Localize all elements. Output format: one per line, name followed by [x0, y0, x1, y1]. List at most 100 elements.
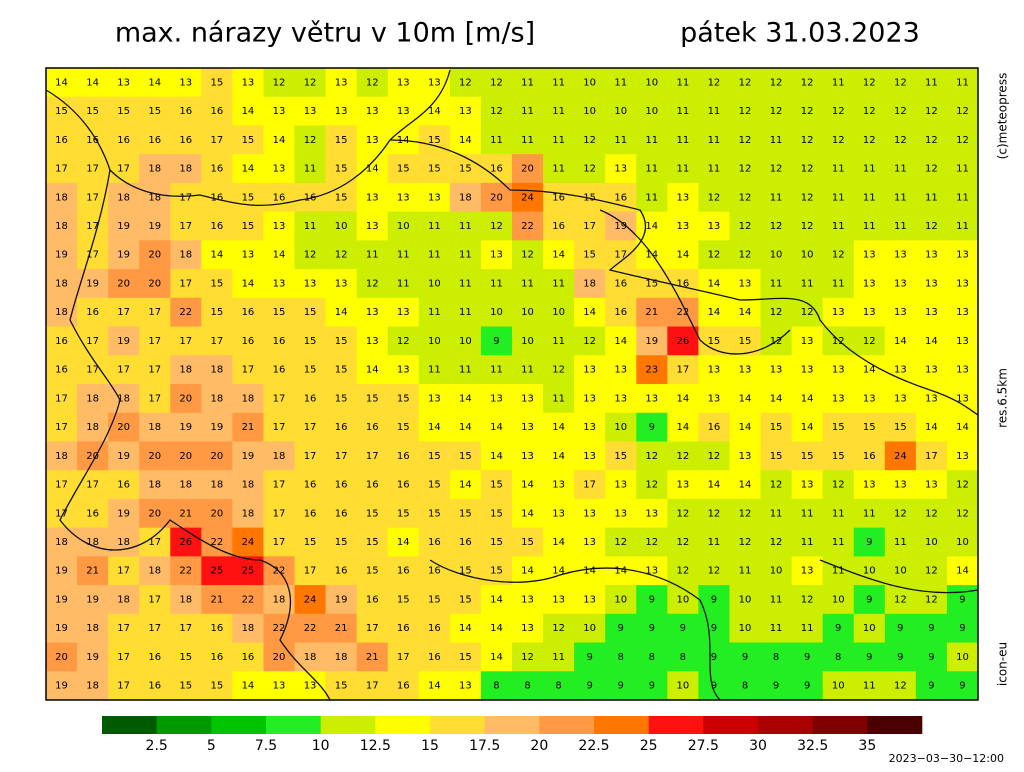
colorbar-swatch [648, 716, 704, 734]
cell [46, 68, 78, 98]
cell [636, 642, 668, 672]
cell-value: 14 [552, 566, 565, 577]
cell [884, 642, 917, 672]
cell [325, 182, 358, 213]
cell-value: 12 [925, 135, 938, 146]
cell [170, 412, 202, 442]
cell-value: 12 [832, 106, 845, 117]
cell-value: 15 [428, 451, 441, 462]
cell [77, 470, 109, 500]
cell [294, 68, 327, 98]
cell-value: 14 [552, 537, 565, 548]
cell-value: 11 [676, 164, 689, 175]
cell [201, 441, 233, 471]
cell [667, 585, 699, 615]
cell [387, 240, 420, 270]
cell-value: 14 [925, 336, 938, 347]
cell [698, 240, 730, 270]
cell [822, 355, 855, 385]
cell-value: 11 [490, 135, 503, 146]
cell [108, 125, 140, 155]
cell [605, 642, 637, 672]
cell-value: 13 [708, 365, 721, 376]
cell-value: 18 [117, 393, 130, 404]
cell-value: 8 [773, 652, 779, 663]
cell-value: 14 [708, 278, 721, 289]
cell-value: 9 [804, 652, 810, 663]
cell-value: 13 [832, 307, 845, 318]
cell-value: 15 [179, 652, 192, 663]
cell-value: 20 [148, 451, 161, 462]
cell-value: 21 [210, 594, 223, 605]
cell-value: 13 [335, 278, 348, 289]
cell [325, 671, 358, 701]
cell-value: 15 [304, 365, 317, 376]
cell-value: 11 [552, 77, 565, 88]
cell [884, 154, 917, 184]
cell [201, 211, 233, 241]
cell [356, 498, 389, 529]
cell-value: 13 [490, 250, 503, 261]
cell-value: 11 [801, 537, 814, 548]
cell [512, 498, 544, 529]
cell [915, 297, 948, 328]
cell-value: 15 [397, 393, 410, 404]
cell-value: 20 [148, 250, 161, 261]
cell-value: 17 [55, 508, 68, 519]
cell [201, 384, 233, 414]
cell [791, 556, 824, 586]
cell [418, 412, 451, 442]
cell-value: 10 [894, 566, 907, 577]
credit: (c)meteopress [996, 73, 1010, 160]
cell [449, 556, 482, 586]
cell-value: 22 [273, 623, 286, 634]
cell [480, 211, 513, 241]
cell-value: 16 [273, 336, 286, 347]
value-grid: 14 14 13 14 13 15 13 12 12 13 12 13 13 12 12 11 11 10 11 10… [46, 68, 979, 701]
colorbar-label: 15 [421, 738, 439, 754]
cell-value: 12 [832, 135, 845, 146]
cell [232, 355, 264, 385]
cell-value: 12 [801, 307, 814, 318]
cell-value: 17 [583, 480, 596, 491]
cell-value: 12 [832, 250, 845, 261]
cell-value: 16 [210, 623, 223, 634]
cell-value: 13 [832, 393, 845, 404]
cell [108, 498, 140, 529]
cell-value: 16 [335, 566, 348, 577]
cell-value: 18 [242, 480, 255, 491]
cell [480, 470, 513, 500]
cell [512, 211, 544, 241]
cell [791, 68, 824, 98]
cell-value: 18 [86, 537, 99, 548]
cell-value: 10 [739, 594, 752, 605]
cell-value: 11 [863, 164, 876, 175]
cell-value: 26 [179, 537, 192, 548]
colorbar-label: 5 [207, 738, 216, 754]
cell-value: 14 [801, 393, 814, 404]
cell-value: 13 [925, 307, 938, 318]
cell [822, 384, 855, 414]
cell-value: 11 [863, 508, 876, 519]
cell [77, 384, 109, 414]
cell [946, 125, 979, 155]
cell [605, 355, 637, 385]
cell-value: 17 [304, 566, 317, 577]
cell-value: 11 [459, 250, 472, 261]
cell-value: 9 [928, 681, 934, 692]
cell-value: 10 [490, 307, 503, 318]
cell-value: 12 [304, 77, 317, 88]
cell [636, 297, 668, 328]
cell-value: 15 [210, 681, 223, 692]
cell [853, 470, 886, 500]
cell [139, 269, 171, 299]
cell-value: 14 [552, 451, 565, 462]
cell [884, 384, 917, 414]
cell [201, 498, 233, 529]
cell [77, 585, 109, 615]
cell-value: 12 [956, 508, 969, 519]
cell [574, 125, 606, 155]
cell-value: 11 [521, 106, 534, 117]
cell [791, 211, 824, 241]
cell-value: 14 [521, 480, 534, 491]
